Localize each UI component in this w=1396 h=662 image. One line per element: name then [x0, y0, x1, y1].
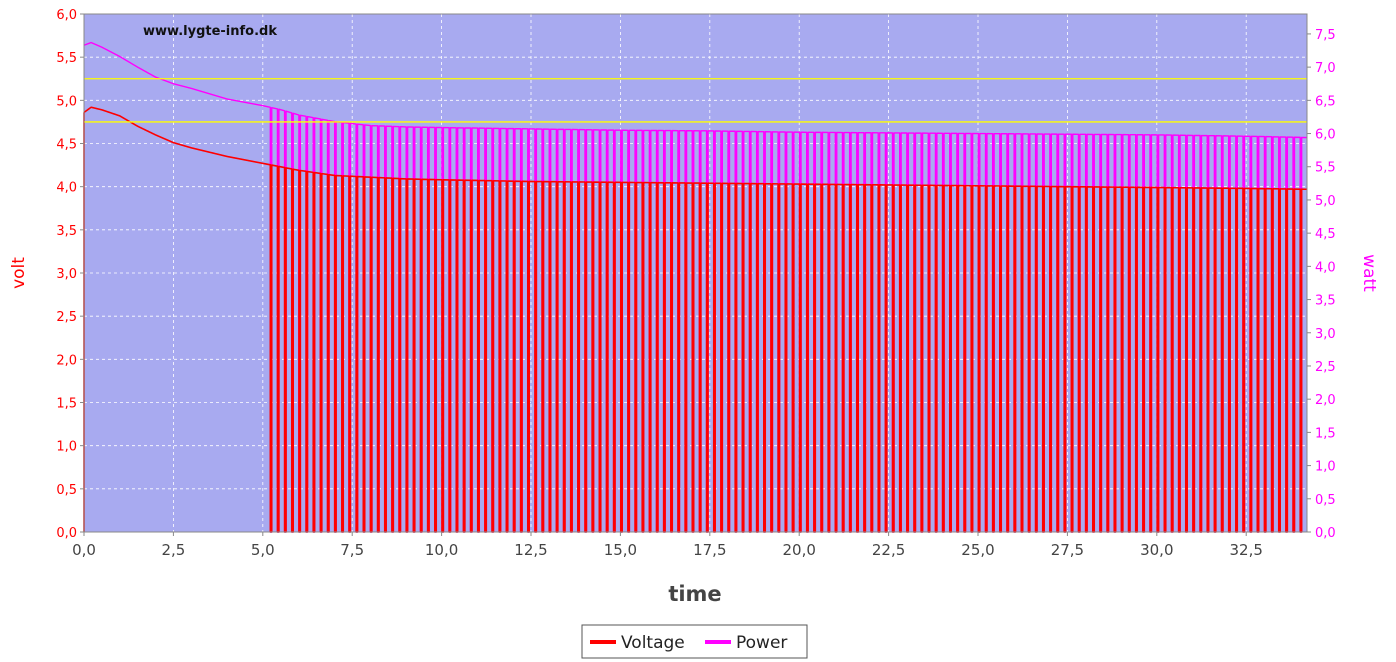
x-tick-label: 7,5: [340, 541, 364, 559]
y2-tick-label: 6,5: [1315, 94, 1336, 109]
x-tick-label: 10,0: [425, 541, 458, 559]
y-tick-label: 3,5: [56, 224, 77, 239]
y2-tick-label: 4,5: [1315, 227, 1336, 242]
y2-tick-label: 7,0: [1315, 61, 1336, 76]
y-tick-label: 2,0: [56, 353, 77, 368]
y-tick-label: 4,0: [56, 181, 77, 196]
watermark: www.lygte-info.dk: [143, 24, 277, 39]
x-tick-label: 27,5: [1051, 541, 1084, 559]
y-tick-label: 5,0: [56, 94, 77, 109]
y-tick-label: 0,5: [56, 483, 77, 498]
y-axis-title: volt: [9, 257, 29, 289]
y2-tick-label: 6,0: [1315, 128, 1336, 143]
y2-tick-label: 4,0: [1315, 260, 1336, 275]
left-axis: 0,0 0,5 1,0 1,5 2,0 2,5 3,0 3,5 4,0 4,5 5,0 5,5 6,0: [56, 8, 84, 541]
legend-label-power: Power: [736, 633, 787, 653]
x-axis-title: time: [668, 582, 721, 606]
y2-tick-label: 2,5: [1315, 360, 1336, 375]
y-tick-label: 2,5: [56, 310, 77, 325]
y2-axis-title: watt: [1359, 254, 1379, 292]
y-tick-label: 0,0: [56, 526, 77, 541]
y2-tick-label: 2,0: [1315, 393, 1336, 408]
x-axis: 0,0 2,5 5,0 7,5 10,0 12,5 15,0 17,5 20,0 22,5 25,0…: [72, 532, 1263, 559]
y2-tick-label: 7,5: [1315, 28, 1336, 43]
y2-tick-label: 0,5: [1315, 493, 1336, 508]
y2-tick-label: 1,5: [1315, 426, 1336, 441]
x-tick-label: 30,0: [1140, 541, 1173, 559]
legend: Voltage Power: [582, 625, 807, 658]
x-tick-label: 2,5: [161, 541, 185, 559]
y2-tick-label: 3,5: [1315, 294, 1336, 309]
x-tick-label: 15,0: [604, 541, 637, 559]
y-tick-label: 4,5: [56, 138, 77, 153]
x-tick-label: 5,0: [251, 541, 275, 559]
y2-tick-label: 1,0: [1315, 460, 1336, 475]
x-tick-label: 22,5: [872, 541, 905, 559]
legend-label-voltage: Voltage: [621, 633, 685, 653]
y2-tick-label: 0,0: [1315, 526, 1336, 541]
x-tick-label: 0,0: [72, 541, 96, 559]
y2-tick-label: 3,0: [1315, 327, 1336, 342]
y2-tick-label: 5,5: [1315, 161, 1336, 176]
y-tick-label: 6,0: [56, 8, 77, 23]
y-tick-label: 1,0: [56, 440, 77, 455]
x-tick-label: 12,5: [514, 541, 547, 559]
x-tick-label: 17,5: [693, 541, 726, 559]
x-tick-label: 25,0: [961, 541, 994, 559]
right-axis: 0,0 0,5 1,0 1,5 2,0 2,5 3,0 3,5 4,0 4,5 5,0 5,5 6,0 6…: [1307, 28, 1336, 541]
x-tick-label: 32,5: [1230, 541, 1263, 559]
y-tick-label: 1,5: [56, 397, 77, 412]
x-tick-label: 20,0: [783, 541, 816, 559]
y-tick-label: 5,5: [56, 51, 77, 66]
y-tick-label: 3,0: [56, 267, 77, 282]
y2-tick-label: 5,0: [1315, 194, 1336, 209]
